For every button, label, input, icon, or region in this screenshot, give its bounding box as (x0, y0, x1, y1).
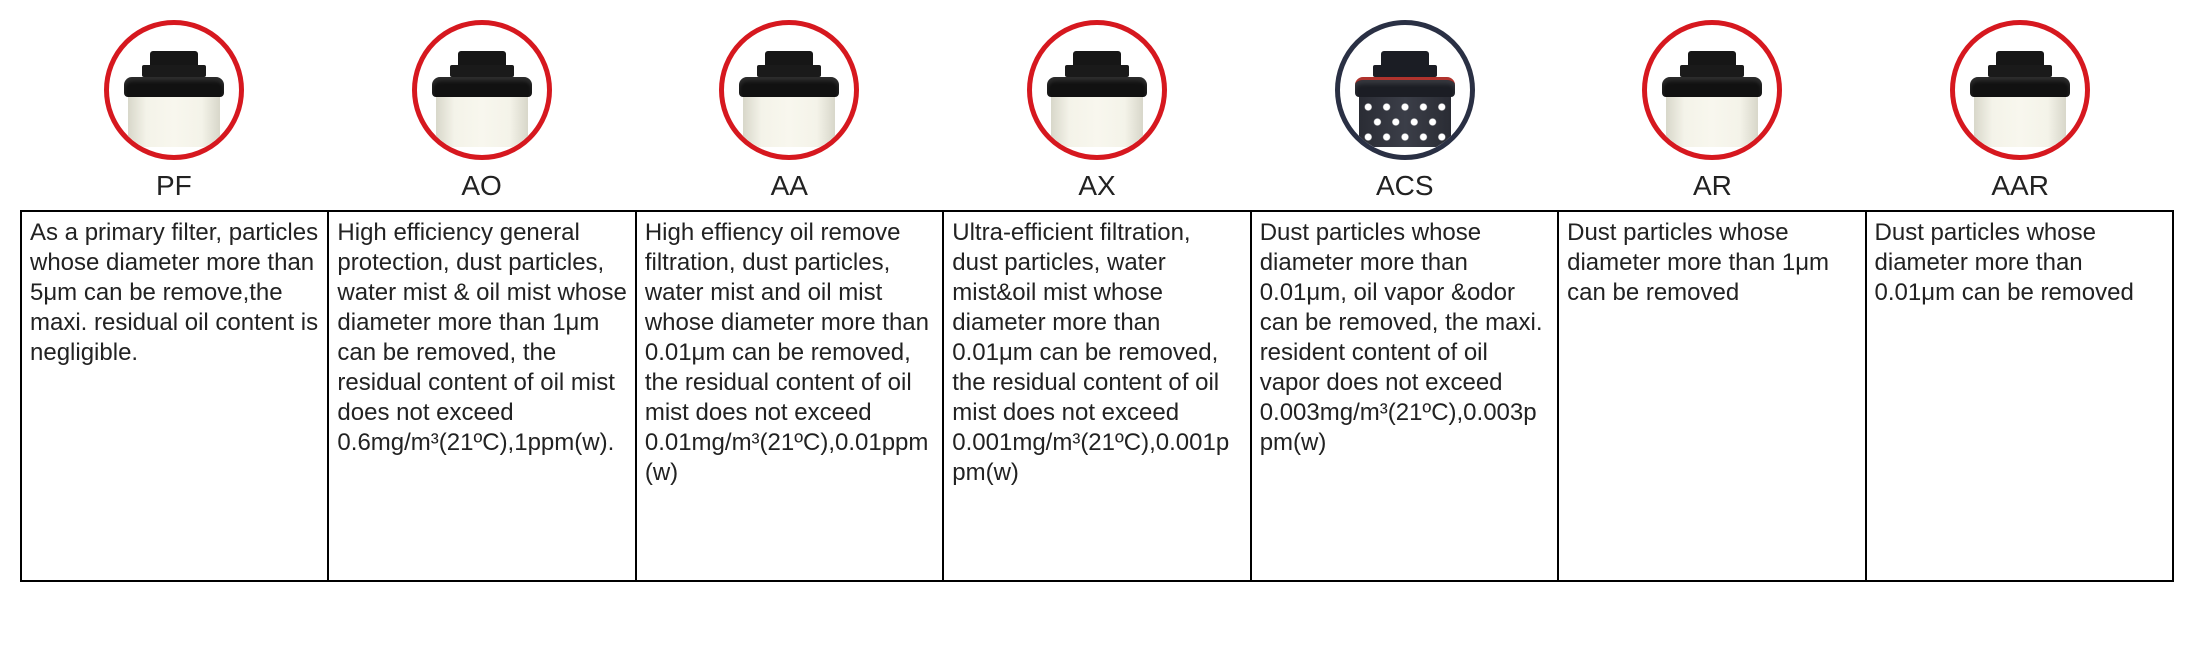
filter-code-label: PF (156, 170, 192, 202)
filter-icon (1950, 20, 2090, 160)
filter-description-cell: High effiency oil remove filtration, dus… (636, 211, 943, 581)
filter-description-cell: Dust particles whose diameter more than … (1251, 211, 1558, 581)
filter-cartridge-icon (432, 51, 532, 147)
filter-column-aar: AAR (1866, 20, 2174, 202)
filter-cartridge-icon (1047, 51, 1147, 147)
filter-description-cell: As a primary filter, particles whose dia… (21, 211, 328, 581)
filter-cartridge-icon (124, 51, 224, 147)
filter-cartridge-icon (739, 51, 839, 147)
filter-comparison: PF AO AA AX ACS AR AAR As a primary filter, pa… (20, 20, 2174, 582)
icons-row: PF AO AA AX ACS AR AAR (20, 20, 2174, 202)
filter-column-ar: AR (1559, 20, 1867, 202)
filter-column-ao: AO (328, 20, 636, 202)
filter-cartridge-icon (1970, 51, 2070, 147)
table-row: As a primary filter, particles whose dia… (21, 211, 2173, 581)
filter-column-aa: AA (635, 20, 943, 202)
filter-icon (412, 20, 552, 160)
filter-column-acs: ACS (1251, 20, 1559, 202)
filter-code-label: AO (461, 170, 501, 202)
filter-icon (104, 20, 244, 160)
filter-icon (1335, 20, 1475, 160)
filter-icon (1642, 20, 1782, 160)
filter-cartridge-icon (1355, 51, 1455, 147)
filter-code-label: AAR (1991, 170, 2049, 202)
filter-code-label: AX (1078, 170, 1115, 202)
filter-description-cell: Ultra-efficient filtration, dust particl… (943, 211, 1250, 581)
filter-description-cell: Dust particles whose diameter more than … (1558, 211, 1865, 581)
filter-code-label: AR (1693, 170, 1732, 202)
filter-code-label: ACS (1376, 170, 1434, 202)
filter-description-cell: High efficiency general protection, dust… (328, 211, 635, 581)
filter-column-ax: AX (943, 20, 1251, 202)
filter-column-pf: PF (20, 20, 328, 202)
descriptions-table: As a primary filter, particles whose dia… (20, 210, 2174, 582)
filter-code-label: AA (771, 170, 808, 202)
filter-icon (719, 20, 859, 160)
filter-cartridge-icon (1662, 51, 1762, 147)
filter-icon (1027, 20, 1167, 160)
filter-description-cell: Dust particles whose diameter more than … (1866, 211, 2173, 581)
